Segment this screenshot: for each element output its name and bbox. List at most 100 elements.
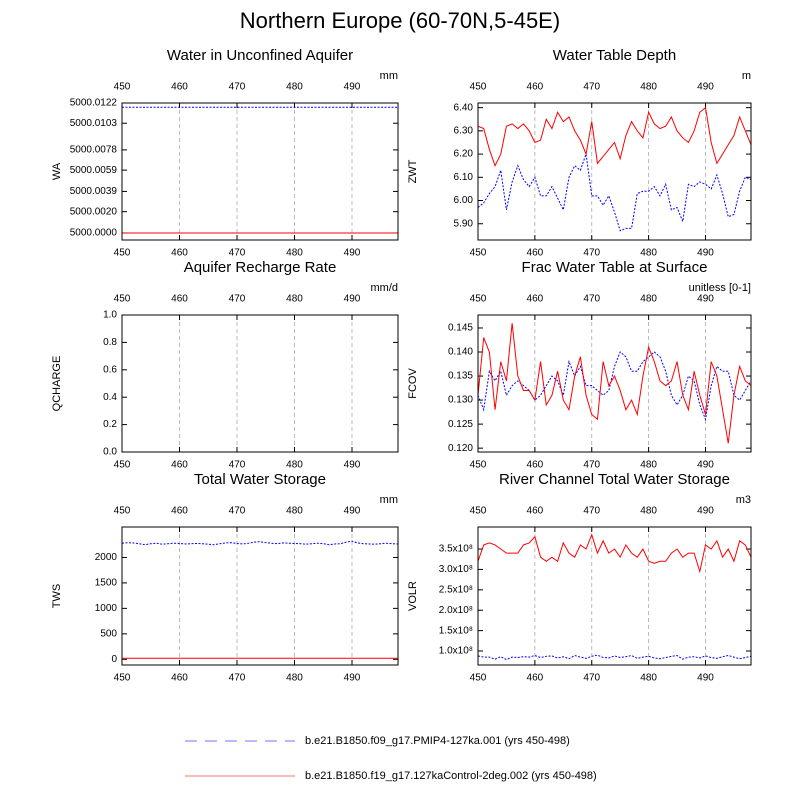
x-tick-label-top: 470	[229, 506, 246, 517]
y-tick-label: 1500	[95, 578, 118, 589]
y-tick-label: 1.5x10⁸	[439, 625, 473, 636]
y-tick-label: 0.2	[103, 419, 117, 430]
units-label: mm	[380, 70, 398, 82]
x-tick-label-bottom: 450	[114, 673, 131, 684]
series-line	[478, 533, 751, 574]
x-tick-label-bottom: 450	[114, 248, 131, 259]
x-tick-label-top: 470	[229, 82, 246, 93]
legend-label: b.e21.B1850.f09_g17.PMIP4-127ka.001 (yrs…	[305, 735, 570, 747]
x-tick-label-bottom: 450	[470, 248, 487, 259]
x-tick-label-top: 450	[470, 506, 487, 517]
y-tick-label: 5000.0122	[70, 98, 118, 109]
plot-frame	[121, 102, 399, 241]
panel-title: River Channel Total Water Storage	[499, 471, 730, 488]
y-tick-label: 3.5x10⁸	[439, 544, 473, 555]
x-tick-label-bottom: 450	[470, 460, 487, 471]
x-tick-label-top: 480	[286, 82, 303, 93]
x-tick-label-top: 480	[286, 506, 303, 517]
x-tick-label-bottom: 460	[171, 673, 188, 684]
y-tick-label: 6.40	[454, 102, 474, 113]
y-tick-label: 2.0x10⁸	[439, 605, 473, 616]
x-tick-label-bottom: 460	[171, 248, 188, 259]
y-tick-label: 0.4	[103, 392, 117, 403]
y-tick-label: 0.6	[103, 364, 117, 375]
panel-title: Water Table Depth	[553, 47, 676, 64]
x-tick-label-bottom: 490	[697, 460, 714, 471]
x-tick-label-bottom: 480	[286, 248, 303, 259]
panel-title: Aquifer Recharge Rate	[184, 259, 337, 276]
y-tick-label: 5000.0078	[70, 145, 118, 156]
units-label: mm/d	[371, 282, 399, 294]
y-tick-label: 1.0	[103, 310, 117, 321]
x-tick-label-top: 480	[640, 506, 657, 517]
x-tick-label-top: 490	[697, 294, 714, 305]
panel-title: Frac Water Table at Surface	[522, 259, 708, 276]
x-tick-label-top: 460	[527, 506, 544, 517]
x-tick-label-bottom: 480	[640, 248, 657, 259]
x-tick-label-top: 490	[344, 82, 361, 93]
y-tick-label: 6.20	[454, 149, 474, 160]
series-line	[478, 654, 751, 661]
y-axis-label: FCOV	[407, 368, 419, 399]
x-tick-label-top: 460	[527, 294, 544, 305]
x-tick-label-bottom: 490	[344, 673, 361, 684]
plot-frame	[121, 526, 399, 666]
x-tick-label-top: 470	[583, 294, 600, 305]
x-tick-label-bottom: 460	[171, 460, 188, 471]
x-tick-label-bottom: 470	[229, 460, 246, 471]
units-label: mm	[380, 494, 398, 506]
y-tick-label: 2000	[95, 552, 118, 563]
y-tick-label: 0.0	[103, 447, 117, 458]
x-tick-label-top: 450	[470, 82, 487, 93]
x-tick-label-bottom: 490	[344, 248, 361, 259]
y-tick-label: 5000.0020	[70, 206, 118, 217]
x-tick-label-bottom: 480	[640, 673, 657, 684]
series-line	[478, 323, 751, 444]
y-tick-label: 0.130	[448, 395, 473, 406]
units-label: m3	[736, 494, 751, 506]
x-tick-label-bottom: 480	[640, 460, 657, 471]
x-tick-label-bottom: 450	[470, 673, 487, 684]
figure-title: Northern Europe (60-70N,5-45E)	[240, 8, 560, 33]
y-axis-label: QCHARGE	[51, 356, 63, 412]
y-tick-label: 500	[100, 628, 117, 639]
y-tick-label: 5000.0103	[70, 118, 118, 129]
x-tick-label-top: 450	[114, 506, 131, 517]
x-tick-label-top: 490	[697, 82, 714, 93]
x-tick-label-bottom: 470	[583, 248, 600, 259]
y-tick-label: 5.90	[454, 218, 474, 229]
x-tick-label-bottom: 450	[114, 460, 131, 471]
y-tick-label: 5000.0039	[70, 186, 118, 197]
y-tick-label: 6.00	[454, 195, 474, 206]
y-axis-label: ZWT	[407, 159, 419, 183]
series-line	[122, 540, 398, 546]
x-tick-label-bottom: 470	[583, 460, 600, 471]
y-tick-label: 3.0x10⁸	[439, 564, 473, 575]
plot-frame	[477, 314, 752, 453]
y-tick-label: 0.125	[448, 419, 473, 430]
x-tick-label-bottom: 460	[527, 460, 544, 471]
legend-label: b.e21.B1850.f19_g17.127kaControl-2deg.00…	[305, 770, 597, 782]
x-tick-label-top: 460	[171, 506, 188, 517]
x-tick-label-top: 460	[527, 82, 544, 93]
x-tick-label-top: 470	[583, 82, 600, 93]
y-axis-label: VOLR	[407, 581, 419, 611]
y-tick-label: 5000.0059	[70, 165, 118, 176]
x-tick-label-bottom: 470	[583, 673, 600, 684]
y-tick-label: 0.8	[103, 337, 117, 348]
y-tick-label: 1.0x10⁸	[439, 646, 473, 657]
x-tick-label-bottom: 470	[229, 673, 246, 684]
x-tick-label-top: 480	[286, 294, 303, 305]
x-tick-label-bottom: 490	[697, 248, 714, 259]
x-tick-label-top: 450	[114, 82, 131, 93]
x-tick-label-top: 490	[697, 506, 714, 517]
plot-frame	[121, 314, 399, 453]
plot-frame	[477, 526, 752, 666]
y-tick-label: 0.135	[448, 371, 473, 382]
y-tick-label: 0.140	[448, 347, 473, 358]
panel-title: Total Water Storage	[194, 471, 326, 488]
y-tick-label: 6.30	[454, 126, 474, 137]
series-line	[478, 351, 751, 422]
x-tick-label-top: 480	[640, 294, 657, 305]
